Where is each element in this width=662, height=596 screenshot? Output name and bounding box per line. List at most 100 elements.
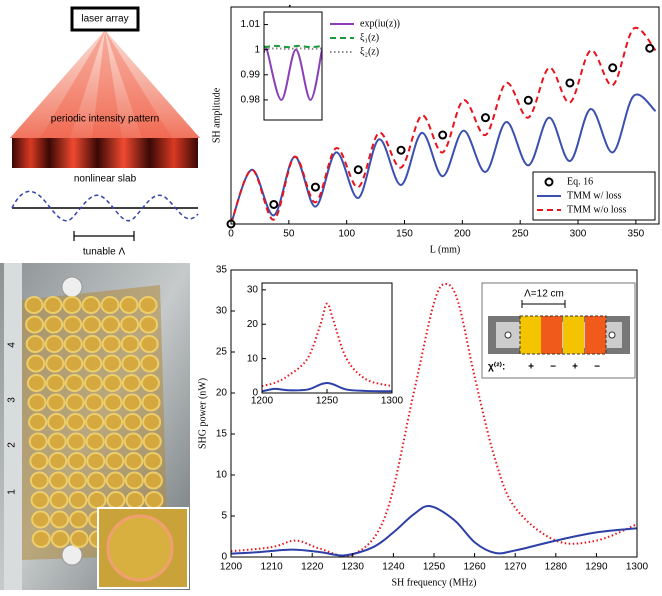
disk xyxy=(25,335,45,353)
data-point xyxy=(645,43,655,53)
x-tick-label: 1270 xyxy=(504,562,527,573)
disk xyxy=(67,452,87,470)
disk xyxy=(43,296,63,314)
x-tick-label: 1280 xyxy=(545,562,568,573)
disk xyxy=(125,491,145,509)
disk xyxy=(47,432,67,451)
disk xyxy=(143,471,163,490)
disk xyxy=(25,315,45,334)
disk xyxy=(48,471,68,490)
row-label: 2 xyxy=(7,442,18,448)
post xyxy=(61,544,83,566)
disk xyxy=(31,530,51,548)
disk xyxy=(47,413,67,431)
photo: 1 2 3 4 xyxy=(0,263,190,590)
legend-label: ξ₂(z) xyxy=(360,46,379,57)
port xyxy=(504,331,512,339)
x-tick-label: 1290 xyxy=(585,562,608,573)
slab xyxy=(12,138,198,168)
series-line xyxy=(264,45,322,101)
disk xyxy=(50,510,70,529)
y-tick-label: 35 xyxy=(216,265,228,276)
x-axis-label: SH frequency (MHz) xyxy=(392,577,477,588)
series-line xyxy=(262,302,392,388)
disk xyxy=(49,491,69,509)
x-tick-label: 1200 xyxy=(251,396,274,407)
disk xyxy=(31,510,51,529)
disk xyxy=(46,393,66,412)
y-tick-label: 20 xyxy=(247,319,259,330)
laser-diagram: laser array periodic intensity pattern n… xyxy=(10,6,200,258)
period-bracket xyxy=(521,300,566,308)
disk xyxy=(120,315,140,334)
disk xyxy=(104,432,124,451)
disk xyxy=(62,296,82,314)
data-point xyxy=(565,78,575,88)
disk xyxy=(82,335,102,353)
disk xyxy=(124,452,144,470)
legend-label: ξ₁(z) xyxy=(360,32,379,43)
disk xyxy=(66,432,86,451)
x-tick-label: 1260 xyxy=(463,562,486,573)
beam-fan xyxy=(10,30,200,138)
disk xyxy=(63,315,83,334)
x-tick-label: 0 xyxy=(228,229,234,240)
disk xyxy=(64,354,84,373)
disk xyxy=(102,354,122,373)
plot-area xyxy=(262,283,392,393)
disk xyxy=(26,354,46,373)
x-tick-label: 350 xyxy=(628,229,645,240)
beam-ray xyxy=(92,30,122,138)
disk xyxy=(85,413,105,431)
x-tick-label: 1300 xyxy=(381,396,404,407)
disk xyxy=(124,471,144,490)
y-axis-label: SH amplitude xyxy=(211,87,222,143)
domain-sign: + xyxy=(572,362,578,373)
period-label: Λ=12 cm xyxy=(524,289,564,300)
x-tick-label: 1240 xyxy=(382,562,405,573)
row-label: 4 xyxy=(7,342,18,348)
row-label: 1 xyxy=(7,489,18,495)
legend-label: Eq. 16 xyxy=(567,176,593,187)
x-tick-label: 1200 xyxy=(220,562,243,573)
disk xyxy=(83,374,103,392)
disk xyxy=(142,413,162,431)
x-tick-label: 1300 xyxy=(626,562,649,573)
series-line xyxy=(264,47,322,50)
disk xyxy=(64,374,84,392)
disk xyxy=(84,393,104,412)
disk xyxy=(101,335,121,353)
y-tick-label: 25 xyxy=(216,347,228,358)
series-line xyxy=(231,282,637,557)
schematic: Λ=12 cm χ⁽²⁾: + − + − xyxy=(481,282,636,379)
disk xyxy=(30,491,50,509)
disk xyxy=(66,413,86,431)
disk xyxy=(83,354,103,373)
slab-label: nonlinear slab xyxy=(74,174,137,185)
disk xyxy=(106,491,126,509)
x-tick-label: 50 xyxy=(283,229,295,240)
data-point xyxy=(269,199,279,209)
domain xyxy=(520,316,541,354)
domain-sign: + xyxy=(528,362,534,373)
x-tick-label: 100 xyxy=(338,229,355,240)
y-tick-label: 30 xyxy=(247,285,259,296)
domain xyxy=(541,316,562,354)
disk xyxy=(144,491,164,509)
data-point xyxy=(310,182,320,192)
disk xyxy=(103,393,123,412)
legend-label: TMM w/o loss xyxy=(567,204,627,215)
x-axis-label: L (mm) xyxy=(430,244,460,255)
y-tick-label: 10 xyxy=(216,470,228,481)
y-tick-label: 0 xyxy=(252,388,258,399)
disk xyxy=(29,452,49,470)
grating-wave xyxy=(11,190,199,222)
y-tick-label: 0 xyxy=(221,552,227,563)
y-axis-label: SHG power (nW) xyxy=(197,378,208,449)
disk xyxy=(81,296,101,314)
rail xyxy=(4,263,22,590)
ring xyxy=(106,514,174,582)
disk xyxy=(28,432,48,451)
